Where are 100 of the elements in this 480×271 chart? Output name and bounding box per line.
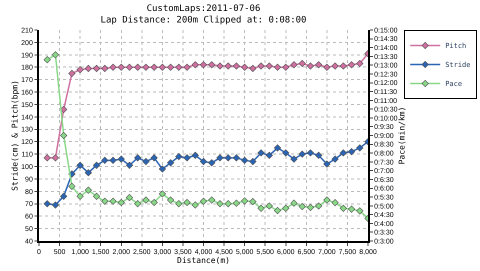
point	[118, 198, 125, 206]
point	[241, 156, 248, 164]
point	[340, 149, 347, 156]
point	[158, 64, 166, 71]
point	[232, 62, 240, 70]
point	[332, 62, 339, 70]
point	[315, 152, 322, 159]
point	[184, 64, 191, 71]
point	[93, 162, 100, 169]
y-axis-title: Stride(cm) & Pitch(bpm)	[10, 80, 20, 191]
point	[200, 198, 208, 205]
point	[216, 200, 224, 208]
point	[249, 198, 256, 206]
point	[348, 206, 356, 213]
point	[282, 149, 290, 156]
point	[315, 202, 322, 210]
point	[109, 198, 117, 205]
point	[323, 64, 330, 71]
point	[216, 154, 224, 162]
point	[93, 64, 100, 72]
point	[192, 61, 199, 68]
point	[224, 62, 232, 70]
point	[258, 149, 265, 156]
point	[241, 197, 248, 204]
point	[241, 64, 248, 71]
y2-axis-title: Pace(min/km)	[398, 106, 407, 164]
point	[142, 158, 150, 166]
point	[60, 192, 68, 200]
point	[184, 154, 191, 162]
point	[208, 159, 216, 166]
point	[200, 61, 208, 68]
point	[150, 64, 158, 71]
point	[134, 64, 142, 71]
point	[126, 64, 134, 71]
point	[52, 51, 59, 58]
chart-subtitle: Lap Distance: 200m Clipped at: 0:08:00	[100, 16, 306, 26]
point	[356, 207, 364, 214]
point	[109, 64, 117, 71]
point	[224, 200, 232, 208]
point	[266, 152, 273, 159]
point	[52, 154, 59, 162]
point	[282, 64, 290, 71]
point	[266, 62, 273, 70]
chart-title: CustomLaps:2011-07-06	[146, 4, 260, 14]
point	[60, 132, 68, 140]
point	[298, 150, 306, 158]
point	[118, 156, 125, 163]
point	[290, 61, 298, 68]
point	[101, 198, 108, 205]
point	[258, 62, 265, 70]
point	[134, 154, 142, 162]
point	[216, 62, 224, 70]
point	[290, 200, 298, 207]
point	[175, 153, 182, 160]
point	[323, 160, 330, 168]
point	[84, 64, 92, 72]
point	[52, 201, 59, 209]
point	[348, 148, 356, 156]
point	[44, 200, 51, 208]
point	[232, 200, 240, 207]
point	[274, 207, 282, 214]
point	[44, 56, 51, 64]
point	[150, 154, 158, 162]
point	[340, 204, 347, 212]
point	[332, 199, 339, 206]
point	[192, 152, 199, 159]
point	[290, 156, 298, 163]
point	[68, 182, 76, 190]
point	[274, 144, 282, 152]
point	[306, 62, 314, 70]
point	[200, 158, 208, 166]
point	[340, 62, 347, 70]
point	[76, 66, 84, 74]
point	[84, 169, 92, 176]
point	[266, 202, 273, 210]
point	[167, 196, 174, 204]
point	[282, 204, 290, 212]
point	[167, 64, 174, 71]
point	[167, 159, 174, 166]
point	[158, 190, 166, 198]
point	[249, 64, 256, 72]
point	[258, 204, 265, 212]
x-axis-title: Distance(m)	[177, 256, 230, 266]
point	[142, 64, 150, 71]
point	[158, 165, 166, 173]
point	[118, 64, 125, 71]
point	[184, 198, 191, 206]
point	[208, 61, 216, 68]
point	[101, 156, 108, 164]
point	[348, 61, 356, 68]
point	[150, 198, 158, 206]
point	[76, 162, 84, 169]
point	[323, 196, 330, 204]
point	[101, 64, 108, 72]
point	[192, 201, 199, 208]
point	[134, 200, 142, 208]
point	[68, 70, 76, 77]
point	[249, 158, 256, 166]
point	[126, 162, 134, 169]
point	[44, 154, 51, 162]
